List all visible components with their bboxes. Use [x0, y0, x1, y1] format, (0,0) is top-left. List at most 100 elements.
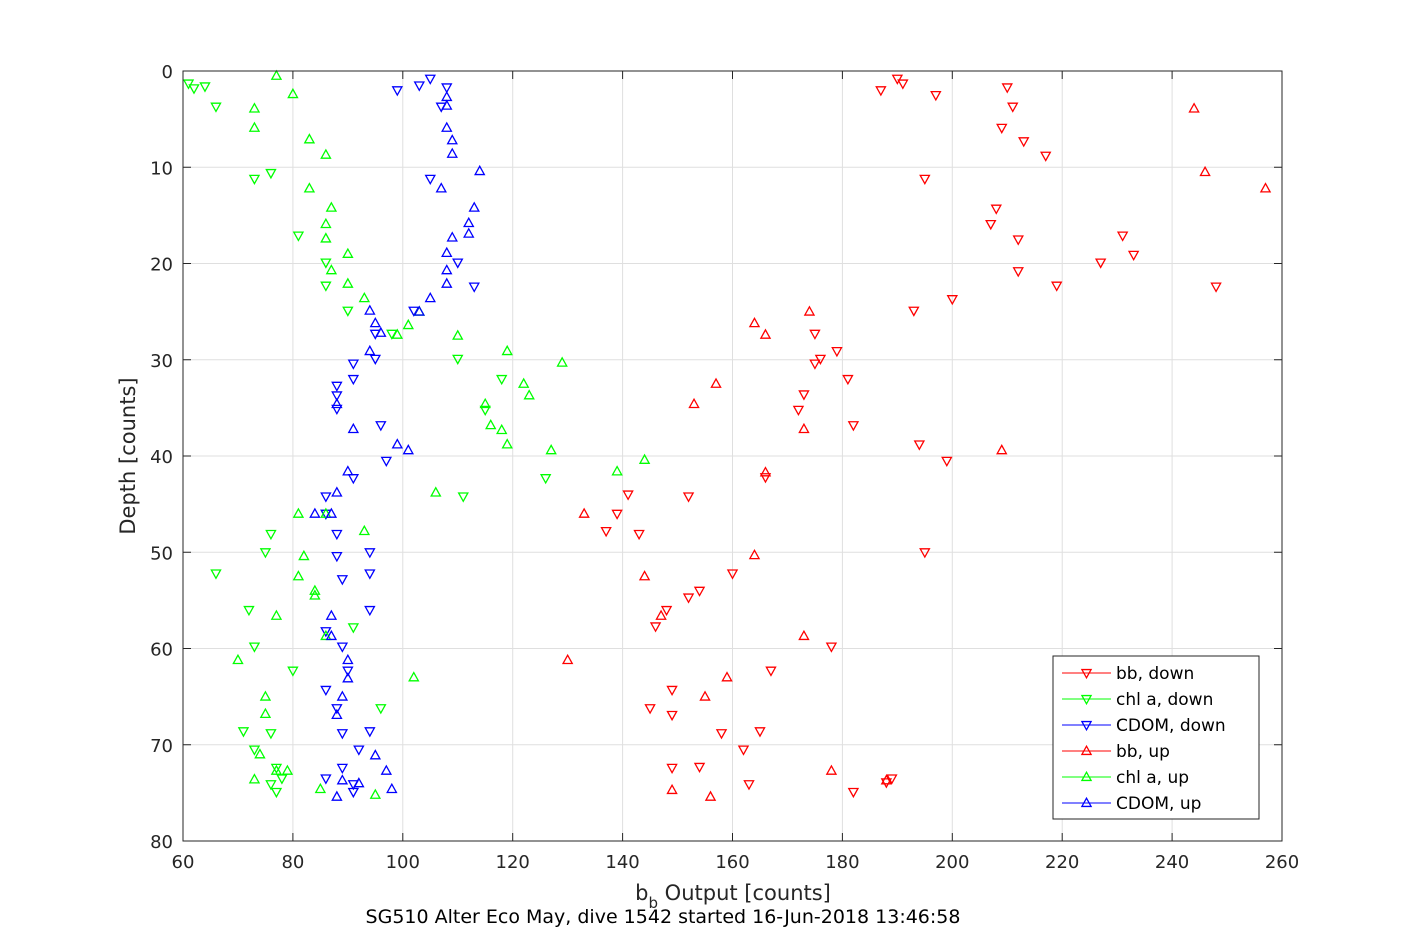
- data-point: [375, 421, 387, 432]
- data-markers: [182, 69, 1272, 801]
- chart-title: SG510 Alter Eco May, dive 1542 started 1…: [366, 906, 961, 928]
- data-point: [880, 774, 893, 785]
- data-point: [479, 397, 491, 409]
- data-point: [468, 282, 480, 293]
- data-point: [809, 329, 821, 340]
- data-point: [413, 81, 425, 92]
- data-point: [424, 291, 436, 303]
- x-tick-label: 200: [935, 852, 969, 873]
- data-point: [331, 397, 343, 409]
- data-point: [314, 782, 327, 794]
- data-point: [737, 745, 750, 756]
- legend-entry: bb, down: [1116, 664, 1194, 684]
- data-point: [320, 148, 332, 159]
- data-point: [248, 642, 261, 653]
- data-point: [644, 704, 656, 715]
- series-chl-a-up: [232, 69, 651, 799]
- x-tick-label: 240: [1155, 852, 1189, 873]
- legend-entry: CDOM, down: [1116, 716, 1226, 736]
- data-point: [336, 774, 349, 785]
- data-point: [985, 219, 997, 231]
- data-point: [386, 782, 398, 794]
- y-tick-label: 70: [150, 736, 173, 757]
- data-point: [545, 444, 557, 455]
- data-point: [468, 201, 480, 212]
- data-point: [825, 764, 838, 775]
- y-tick-label: 80: [150, 832, 173, 853]
- data-point: [248, 174, 261, 185]
- data-point: [919, 548, 931, 559]
- data-point: [287, 87, 299, 99]
- data-point: [199, 82, 211, 93]
- data-point: [325, 609, 338, 620]
- data-point: [666, 763, 678, 775]
- legend-entry: CDOM, up: [1116, 794, 1201, 814]
- data-point: [364, 548, 376, 559]
- data-point: [320, 507, 332, 518]
- data-point: [265, 529, 277, 541]
- data-point: [611, 509, 623, 520]
- data-point: [430, 486, 442, 497]
- data-point: [1007, 102, 1019, 113]
- data-point: [831, 346, 843, 358]
- data-point: [325, 201, 338, 212]
- data-point: [320, 627, 332, 638]
- data-point: [210, 569, 222, 580]
- data-point: [704, 790, 717, 801]
- data-point: [342, 306, 354, 317]
- data-point: [424, 174, 436, 185]
- data-point: [358, 291, 371, 303]
- data-point: [259, 707, 272, 719]
- data-point: [809, 359, 821, 370]
- data-point: [479, 405, 491, 416]
- data-point: [353, 777, 365, 788]
- x-tick-label: 260: [1265, 852, 1299, 873]
- data-point: [501, 344, 513, 356]
- data-point: [600, 526, 612, 538]
- data-point: [391, 86, 404, 97]
- data-point: [265, 729, 277, 740]
- data-point: [248, 121, 261, 132]
- data-point: [441, 121, 453, 132]
- data-point: [342, 465, 354, 476]
- data-point: [331, 381, 343, 392]
- data-point: [375, 326, 387, 337]
- data-point: [270, 787, 283, 799]
- data-point: [501, 438, 513, 449]
- data-point: [446, 231, 458, 242]
- data-point: [814, 354, 827, 365]
- data-point: [287, 666, 299, 677]
- data-point: [875, 86, 887, 97]
- data-point: [638, 570, 651, 581]
- data-point: [710, 377, 722, 388]
- series-cdom-down: [320, 74, 480, 799]
- data-point: [715, 729, 728, 740]
- data-point: [347, 623, 360, 634]
- data-point: [353, 745, 365, 756]
- data-point: [336, 642, 349, 653]
- data-point: [292, 570, 305, 581]
- data-point: [364, 605, 376, 617]
- data-point: [424, 74, 436, 85]
- data-point: [380, 456, 393, 467]
- data-point: [759, 466, 772, 477]
- data-point: [792, 405, 805, 416]
- data-point: [347, 787, 360, 799]
- data-point: [441, 277, 453, 288]
- data-point: [1012, 235, 1024, 246]
- data-point: [891, 74, 904, 85]
- data-point: [825, 642, 838, 653]
- data-point: [331, 391, 343, 402]
- legend-marker: [1080, 744, 1093, 756]
- data-point: [748, 548, 761, 560]
- data-point: [391, 438, 404, 449]
- data-point: [347, 474, 360, 485]
- data-point: [391, 328, 404, 339]
- data-point: [1012, 267, 1024, 278]
- data-point: [303, 182, 316, 193]
- data-point: [364, 569, 376, 580]
- data-point: [331, 790, 343, 801]
- y-tick-label: 50: [150, 543, 173, 564]
- data-point: [446, 147, 458, 158]
- y-axis-ticks: 0 10 20 30 40 50 60 70 80: [150, 62, 1282, 853]
